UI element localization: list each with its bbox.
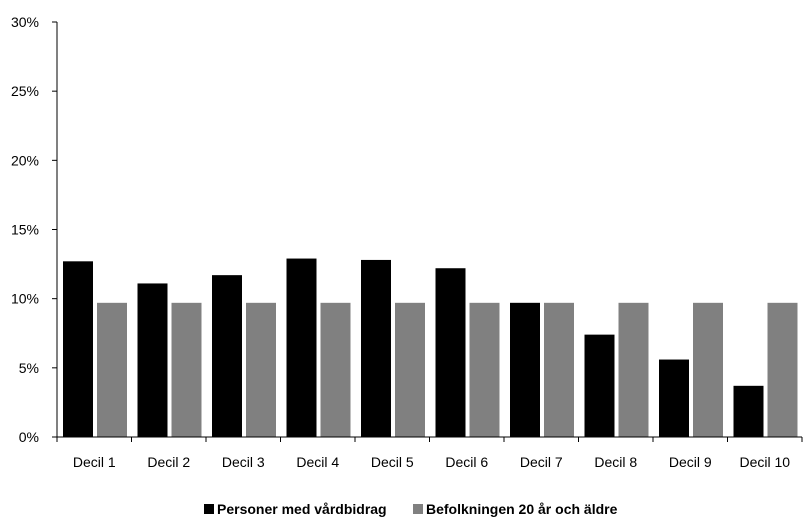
y-tick-label: 25% <box>11 83 39 99</box>
x-tick-label: Decil 4 <box>296 454 339 470</box>
x-tick-label: Decil 8 <box>594 454 637 470</box>
legend-label-2: Befolkningen 20 år och äldre <box>426 501 618 517</box>
bar-befolkningen-3 <box>246 302 276 437</box>
bar-befolkningen-7 <box>544 302 574 437</box>
legend: Personer med vårdbidrag Befolkningen 20 å… <box>204 501 618 517</box>
y-tick-label: 10% <box>11 291 39 307</box>
x-axis-labels: Decil 1 Decil 2 Decil 3 Decil 4 Decil 5 Decil… <box>73 454 790 470</box>
bar-vardbidrag-5 <box>361 259 391 437</box>
bar-befolkningen-8 <box>618 302 649 437</box>
bar-vardbidrag-9 <box>659 359 689 437</box>
y-axis-ticks: 0% 5% 10% 15% 20% 25% 30% <box>11 14 57 445</box>
axes <box>56 22 803 442</box>
x-tick-label: Decil 2 <box>147 454 190 470</box>
y-tick-label: 15% <box>11 222 39 238</box>
y-tick-label: 0% <box>19 429 39 445</box>
bar-vardbidrag-7 <box>510 302 540 437</box>
bar-vardbidrag-3 <box>212 275 242 437</box>
bar-vardbidrag-6 <box>435 268 466 437</box>
bar-befolkningen-2 <box>171 302 202 437</box>
bar-befolkningen-1 <box>97 302 127 437</box>
y-tick-label: 30% <box>11 14 39 30</box>
x-tick-label: Decil 6 <box>445 454 488 470</box>
x-tick-label: Decil 5 <box>371 454 414 470</box>
bar-vardbidrag-8 <box>584 334 615 437</box>
bar-befolkningen-9 <box>693 302 723 437</box>
x-tick-label: Decil 7 <box>520 454 563 470</box>
bar-vardbidrag-1 <box>63 261 93 437</box>
bar-befolkningen-6 <box>469 302 500 437</box>
bar-vardbidrag-2 <box>137 283 168 437</box>
x-tick-label: Decil 9 <box>669 454 712 470</box>
y-tick-label: 20% <box>11 152 39 168</box>
y-tick-label: 5% <box>19 360 39 376</box>
legend-label-1: Personer med vårdbidrag <box>217 501 387 517</box>
x-tick-label: Decil 1 <box>73 454 116 470</box>
bar-befolkningen-5 <box>395 302 425 437</box>
bar-vardbidrag-4 <box>286 258 317 437</box>
bar-befolkningen-4 <box>320 302 351 437</box>
x-tick-label: Decil 10 <box>739 454 790 470</box>
x-tick-label: Decil 3 <box>222 454 265 470</box>
bar-befolkningen-10 <box>767 302 798 437</box>
bar-vardbidrag-10 <box>733 385 764 437</box>
legend-swatch-2 <box>413 504 423 514</box>
legend-swatch-1 <box>204 504 214 514</box>
bars <box>63 258 798 437</box>
